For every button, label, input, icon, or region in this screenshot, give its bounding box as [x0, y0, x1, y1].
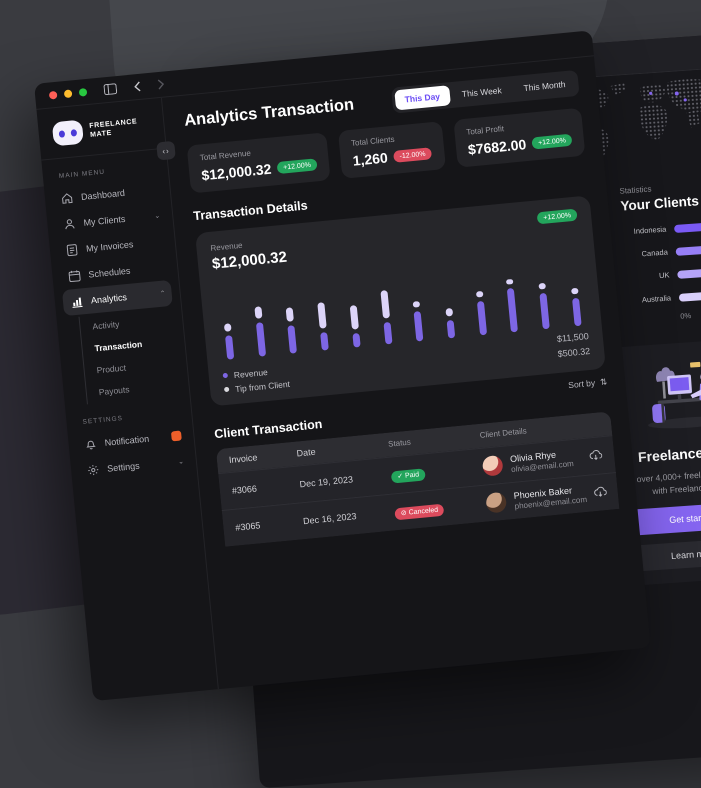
home-icon	[61, 192, 74, 205]
chart-side-values: $11,500 $500.32	[556, 329, 591, 363]
status-badge-canceled: ⊘ Canceled	[394, 504, 444, 521]
back-icon[interactable]	[133, 81, 141, 93]
chart-bar-column	[476, 291, 487, 335]
sidebar-toggle-icon[interactable]	[103, 83, 117, 95]
main-app-window: ‹› FREELANCE MATE MAIN MENU Dashboard My…	[34, 30, 651, 701]
revenue-chart-card: Revenue $12,000.32 +12.00% Revenue Tip f…	[195, 195, 606, 406]
delta-badge: -12.00%	[393, 147, 432, 163]
avatar	[482, 454, 504, 476]
period-tabs: This Day This Week This Month	[391, 70, 580, 114]
country-axis: 0%50%	[628, 306, 701, 325]
download-invoice-icon[interactable]	[582, 449, 603, 462]
delta-badge: +12.00%	[277, 158, 318, 174]
clients-country-chart: Indonesia Canada UK Australia	[622, 218, 701, 306]
chart-bar-column	[286, 307, 297, 353]
user-icon	[63, 218, 76, 231]
download-invoice-icon[interactable]	[586, 486, 607, 499]
country-row: Canada	[624, 241, 701, 260]
country-row: Indonesia	[622, 218, 701, 237]
chevron-down-icon: ⌄	[154, 212, 161, 221]
gear-icon	[87, 464, 100, 477]
legend-dot-tip	[224, 387, 229, 392]
sidebar-collapse-handle[interactable]: ‹›	[156, 141, 176, 161]
chevron-up-icon: ⌃	[159, 289, 166, 298]
tab-this-month[interactable]: This Month	[513, 73, 577, 99]
country-row: UK	[625, 264, 701, 283]
invoice-icon	[66, 244, 79, 257]
close-window-button[interactable]	[49, 90, 58, 99]
stat-card-total-profit: Total Profit $7682.00 +12.00%	[453, 108, 585, 168]
legend-dot-revenue	[223, 373, 228, 378]
chart-bar-column	[380, 290, 392, 344]
chart-bar-column	[571, 288, 582, 326]
chart-bar-column	[224, 323, 234, 360]
chart-bar-column	[254, 306, 266, 356]
calendar-icon	[68, 269, 81, 282]
minimize-window-button[interactable]	[64, 89, 73, 98]
forward-icon[interactable]	[157, 79, 165, 91]
sort-arrows-icon: ⇅	[600, 376, 608, 388]
status-badge-paid: ✓ Paid	[391, 468, 426, 483]
tab-this-day[interactable]: This Day	[394, 85, 451, 110]
delta-badge: +12.00%	[532, 134, 573, 150]
stat-card-total-clients: Total Clients 1,260 -12.00%	[338, 121, 446, 179]
analytics-icon	[71, 295, 84, 308]
chart-bar-column	[350, 305, 361, 347]
avatar	[485, 491, 507, 513]
notification-badge	[171, 431, 182, 442]
chart-bar-column	[317, 302, 329, 350]
brand-logo-icon	[52, 120, 84, 147]
chart-bar-column	[506, 279, 518, 332]
main-content: Analytics Transaction This Day This Week…	[162, 56, 651, 689]
tab-this-week[interactable]: This Week	[451, 79, 513, 105]
zoom-window-button[interactable]	[79, 87, 88, 96]
chart-legend: Revenue Tip from Client	[222, 361, 290, 395]
page-title: Analytics Transaction	[183, 95, 355, 130]
bell-icon	[84, 438, 97, 451]
chart-bar-column	[539, 283, 550, 329]
analytics-submenu: Activity Transaction Product Payouts	[79, 307, 190, 404]
chart-bar-column	[445, 308, 455, 339]
country-row: Australia	[627, 287, 701, 306]
stat-card-total-revenue: Total Revenue $12,000.32 +12.00%	[187, 132, 331, 193]
chart-bar-column	[413, 301, 424, 341]
chevron-down-icon: ⌄	[178, 457, 185, 466]
